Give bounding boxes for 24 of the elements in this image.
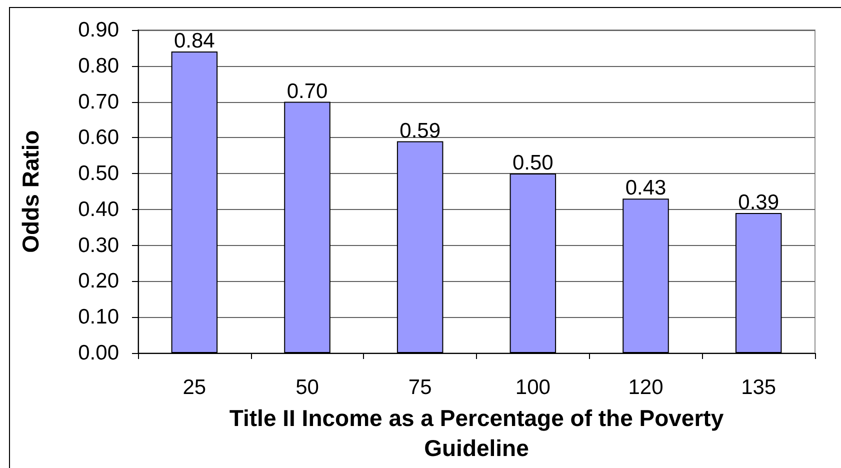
x-tick-label: 25: [182, 376, 206, 399]
y-tick-label: 0.20: [78, 270, 119, 293]
data-label: 0.59: [400, 119, 441, 142]
y-tick-label: 0.30: [78, 234, 119, 257]
y-tick-label: 0.50: [78, 162, 119, 186]
data-label: 0.43: [625, 176, 666, 200]
y-tick-label: 0.70: [78, 90, 119, 114]
y-tick-label: 0.80: [78, 54, 119, 78]
data-label: 0.70: [286, 80, 328, 103]
data-label: 0.50: [512, 152, 554, 175]
y-tick-label: 0.40: [78, 198, 119, 221]
x-axis-title: Title II Income as a Percentage of the Poverty Guideline: [229, 405, 724, 461]
x-tick-label: 100: [515, 376, 550, 399]
data-label: 0.39: [738, 191, 780, 214]
x-tick-label: 120: [628, 376, 664, 399]
y-tick-label: 0.90: [78, 18, 119, 42]
y-tick-label: 0.60: [78, 126, 119, 150]
x-tick-label: 135: [741, 376, 776, 399]
y-tick-label: 0.10: [78, 306, 119, 329]
x-tick-label: 50: [296, 376, 319, 399]
y-axis-title: Odds Ratio: [18, 130, 44, 253]
data-label: 0.84: [174, 30, 216, 53]
y-tick-label: 0.00: [78, 342, 119, 364]
x-tick-label: 75: [408, 376, 432, 399]
